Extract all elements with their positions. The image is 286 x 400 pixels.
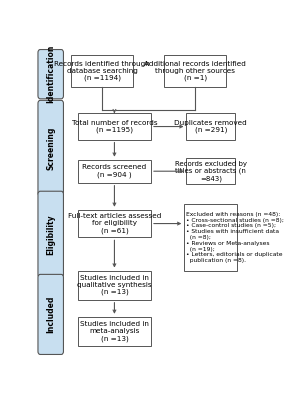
- FancyBboxPatch shape: [78, 210, 151, 238]
- FancyBboxPatch shape: [78, 160, 151, 183]
- Text: Records identified through
database searching
(n =1194): Records identified through database sear…: [54, 61, 150, 81]
- Text: Eligibility: Eligibility: [46, 214, 55, 255]
- Text: Duplicates removed
(n =291): Duplicates removed (n =291): [174, 120, 247, 133]
- Text: Included: Included: [46, 296, 55, 333]
- FancyBboxPatch shape: [78, 114, 151, 140]
- FancyBboxPatch shape: [186, 158, 235, 184]
- Text: Studies included in
qualitative synthesis
(n =13): Studies included in qualitative synthesi…: [77, 275, 152, 296]
- FancyBboxPatch shape: [38, 274, 63, 354]
- FancyBboxPatch shape: [71, 55, 133, 87]
- FancyBboxPatch shape: [184, 204, 237, 270]
- FancyBboxPatch shape: [38, 100, 63, 196]
- Text: Total number of records
(n =1195): Total number of records (n =1195): [72, 120, 157, 133]
- Text: Identification: Identification: [46, 45, 55, 103]
- Text: Additional records identified
through other sources
(n =1): Additional records identified through ot…: [144, 61, 246, 81]
- Text: Records excluded by
titles or abstracts (n
=843): Records excluded by titles or abstracts …: [175, 161, 247, 182]
- Text: Excluded with reasons (n =48):
• Cross-sectional studies (n =8);
• Case-control : Excluded with reasons (n =48): • Cross-s…: [186, 212, 284, 263]
- Text: Full-text articles assessed
for eligibility
(n =61): Full-text articles assessed for eligibil…: [68, 213, 161, 234]
- Text: Records screened
(n =904 ): Records screened (n =904 ): [82, 164, 146, 178]
- Text: Studies included in
meta-analysis
(n =13): Studies included in meta-analysis (n =13…: [80, 321, 149, 342]
- FancyBboxPatch shape: [164, 55, 227, 87]
- FancyBboxPatch shape: [186, 114, 235, 140]
- FancyBboxPatch shape: [78, 317, 151, 346]
- FancyBboxPatch shape: [78, 270, 151, 300]
- FancyBboxPatch shape: [38, 50, 63, 99]
- FancyBboxPatch shape: [38, 191, 63, 278]
- Text: Screening: Screening: [46, 126, 55, 170]
